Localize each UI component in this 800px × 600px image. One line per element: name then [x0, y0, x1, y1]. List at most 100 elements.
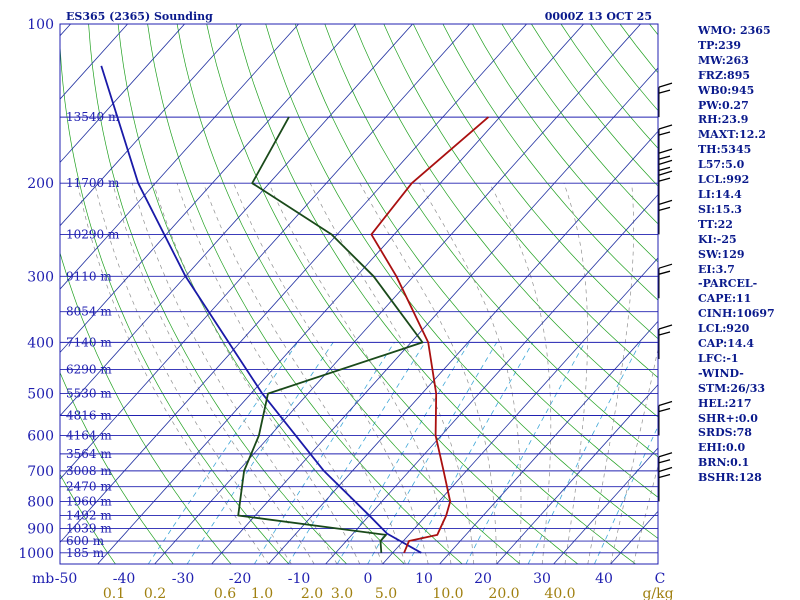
dry-adiabat-line	[235, 24, 636, 564]
sounding-index-item: MW:263	[698, 53, 749, 67]
moist-adiabat-line	[309, 183, 475, 564]
dry-adiabat-line	[206, 24, 579, 564]
temperature-tick-label: 30	[533, 571, 551, 587]
moist-adiabat-line	[112, 183, 315, 564]
height-label: 3564 m	[66, 447, 112, 461]
isotherm-line	[325, 194, 658, 564]
mixing-ratio-unit-label: g/kg	[642, 586, 673, 600]
height-label: 13540 m	[66, 110, 120, 124]
mixing-ratio-tick-label: 10.0	[432, 586, 463, 600]
wind-barb	[658, 466, 673, 502]
dry-adiabat-line	[265, 24, 658, 539]
moist-adiabat-line	[268, 183, 452, 564]
sounding-index-item: CINH:10697	[698, 307, 775, 321]
wind-barb	[658, 263, 673, 299]
moist-adiabat-line	[419, 183, 522, 564]
parcel-trace-line	[100, 65, 422, 554]
wind-barb	[658, 324, 673, 359]
isotherm-line	[60, 24, 300, 290]
moist-adiabat-line	[94, 183, 292, 564]
isotherm-line	[60, 24, 357, 354]
temperature-tick-label: 20	[474, 571, 492, 587]
height-label: 4816 m	[66, 409, 112, 423]
mixing-ratio-tick-label: 0.6	[214, 586, 236, 600]
pressure-tick-label: 600	[27, 428, 54, 444]
isotherm-line	[211, 67, 658, 564]
temperature-tick-label: 0	[364, 571, 373, 587]
height-label: 7140 m	[66, 335, 112, 349]
temperature-tick-label: -50	[55, 571, 78, 587]
temperature-tick-label: 40	[595, 571, 613, 587]
isotherm-line	[439, 320, 658, 564]
mixing-ratio-tick-label: 3.0	[331, 586, 353, 600]
mixing-ratio-tick-label: 20.0	[488, 586, 519, 600]
temperature-tick-label: -40	[113, 571, 136, 587]
dry-adiabat-line	[60, 371, 174, 564]
sounding-index-item: TP:239	[698, 38, 742, 52]
sounding-index-item: CAP:14.4	[698, 337, 755, 351]
pressure-tick-label: 300	[27, 269, 54, 285]
chart-title-left: ES365 (2365) Sounding	[66, 10, 213, 23]
dry-adiabat-line	[353, 24, 658, 418]
sounding-index-item: LI:14.4	[698, 187, 742, 201]
dry-adiabat-line	[60, 38, 290, 564]
pressure-tick-label: 900	[27, 522, 54, 538]
mixing-ratio-line	[254, 342, 395, 564]
pressure-tick-label: 100	[27, 17, 54, 33]
temperature-unit-label: C	[655, 571, 666, 587]
height-label: 10290 m	[66, 227, 120, 241]
height-label: 1039 m	[66, 522, 112, 536]
dry-adiabat-line	[60, 473, 116, 564]
moist-adiabat-line	[77, 183, 269, 564]
isotherm-line	[97, 24, 585, 564]
wind-barb	[658, 124, 673, 159]
dry-adiabat-line	[60, 251, 232, 564]
sounding-index-item: LFC:-1	[698, 351, 739, 365]
sounding-index-item: MAXT:12.2	[698, 128, 766, 142]
height-label: 6290 m	[66, 362, 112, 376]
temperature-tick-label: -20	[229, 571, 252, 587]
isotherm-line	[382, 257, 658, 564]
mixing-ratio-tick-label: 1.0	[251, 586, 273, 600]
sounding-index-item: WMO: 2365	[698, 24, 771, 37]
sounding-index-item: PW:0.27	[698, 98, 749, 112]
dry-adiabat-line	[294, 24, 658, 498]
temperature-tick-label: -30	[172, 571, 195, 587]
sounding-index-item: KI:-25	[698, 232, 737, 246]
height-label: 8054 m	[66, 305, 112, 319]
height-label: 2470 m	[66, 480, 112, 494]
mixing-ratio-line	[527, 342, 641, 564]
moist-adiabat-line	[587, 183, 634, 564]
moist-adiabat-line	[359, 183, 497, 564]
temperature-tick-label: -10	[288, 571, 311, 587]
mixing-ratio-line	[465, 342, 586, 564]
wind-barb	[658, 82, 673, 118]
isotherm-line	[60, 24, 528, 544]
mixing-ratio-line	[287, 342, 426, 564]
isotherm-line	[553, 447, 658, 564]
sounding-index-item: TT:22	[698, 217, 733, 231]
sounding-index-item: LCL:920	[698, 322, 750, 336]
sounding-index-item: TH:5345	[698, 143, 752, 157]
height-label: 5530 m	[66, 387, 112, 401]
mixing-ratio-tick-label: 2.0	[301, 586, 323, 600]
height-label: 9110 m	[66, 269, 112, 283]
temperature-profile-line	[370, 116, 489, 554]
wind-barb	[658, 170, 673, 206]
sounding-index-item: L57:5.0	[698, 158, 745, 172]
wind-barb	[658, 199, 673, 235]
sounding-index-item: SI:15.3	[698, 202, 742, 216]
height-label: 185 m	[66, 546, 105, 560]
height-label: 4164 m	[66, 428, 112, 442]
dry-adiabat-line	[176, 24, 521, 564]
pressure-tick-label: 700	[27, 464, 54, 480]
isotherm-line	[268, 130, 658, 564]
isotherm-line	[60, 24, 471, 480]
sounding-index-item: -WIND-	[698, 366, 744, 380]
dry-adiabat-line	[442, 24, 658, 301]
dry-adiabat-line	[412, 24, 658, 340]
sounding-index-item: BRN:0.1	[698, 456, 750, 470]
dewpoint-profile-line	[237, 116, 424, 553]
sounding-index-item: SW:129	[698, 247, 745, 261]
chart-title-right: 0000Z 13 OCT 25	[545, 10, 652, 23]
